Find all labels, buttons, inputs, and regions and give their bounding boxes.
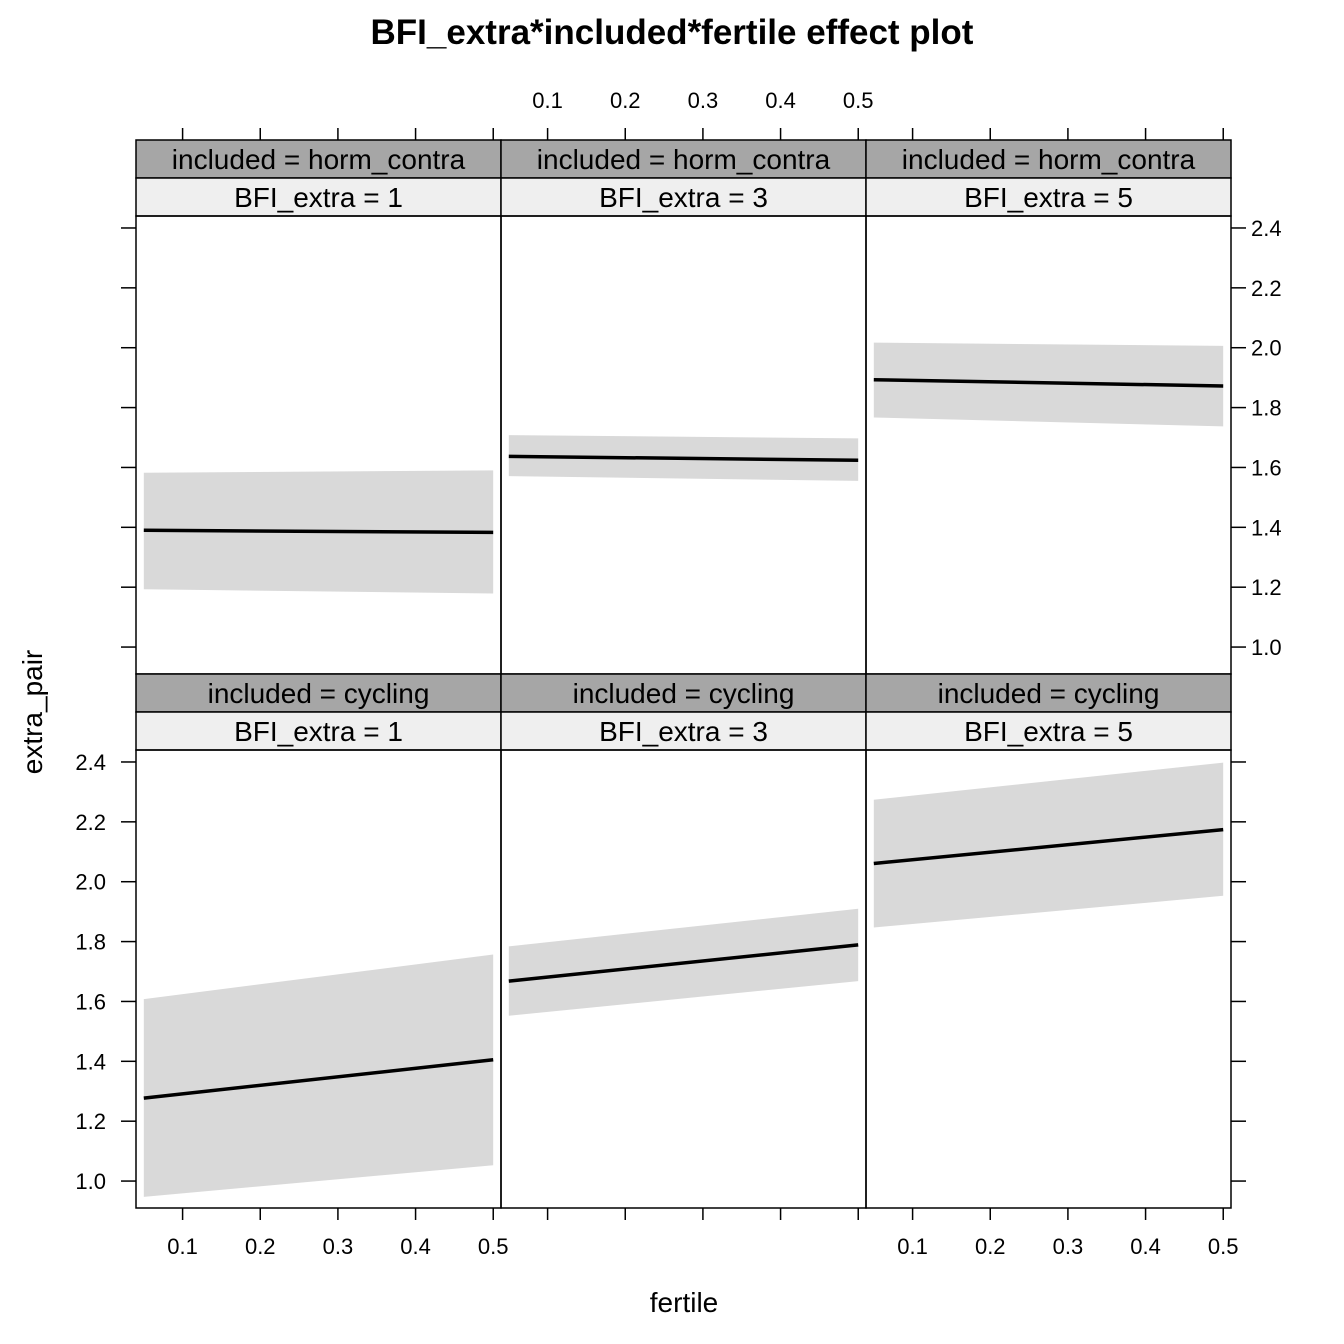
strip-outer-label: included = cycling [208, 678, 430, 709]
y-tick-label: 2.2 [75, 810, 106, 835]
panel-5: included = cycling BFI_extra = 3 [500, 673, 867, 1209]
y-tick-label: 2.4 [1251, 216, 1282, 241]
fit-line [508, 454, 859, 463]
strip-inner-label: BFI_extra = 5 [964, 182, 1133, 213]
strip-inner-label: BFI_extra = 5 [964, 716, 1133, 747]
y-axis-right: 1.0 1.2 1.4 1.6 1.8 2.0 2.2 2.4 [121, 216, 1282, 660]
y-tick-label: 2.2 [1251, 276, 1282, 301]
y-tick-label: 2.4 [75, 750, 106, 775]
x-tick-label: 0.3 [1053, 1234, 1084, 1259]
panel-frame [135, 215, 502, 675]
y-tick-label: 1.8 [1251, 396, 1282, 421]
strip-outer [865, 673, 1232, 713]
x-tick-label: 0.2 [610, 88, 641, 113]
strip-inner-label: BFI_extra = 3 [599, 182, 768, 213]
panel-frame [865, 215, 1232, 675]
x-tick-label: 0.3 [688, 88, 719, 113]
y-tick-label: 1.8 [75, 930, 106, 955]
y-axis-left: 1.0 1.2 1.4 1.6 1.8 2.0 2.2 2.4 [75, 750, 1246, 1194]
strip-inner-label: BFI_extra = 1 [234, 182, 403, 213]
x-tick-label: 0.1 [532, 88, 563, 113]
strip-outer [500, 673, 867, 713]
y-tick-label: 2.0 [75, 870, 106, 895]
fit-line [508, 943, 859, 983]
fit-line [873, 827, 1224, 866]
x-tick-label: 0.4 [765, 88, 796, 113]
y-tick-label: 1.2 [1251, 575, 1282, 600]
strip-inner-label: BFI_extra = 1 [234, 716, 403, 747]
x-axis-top: 0.1 0.2 0.3 0.4 0.5 [532, 88, 874, 1220]
strip-outer-label: included = horm_contra [172, 144, 466, 175]
strip-inner [865, 177, 1232, 217]
x-tick-label: 0.2 [975, 1234, 1006, 1259]
confidence-band [143, 954, 494, 1197]
strip-outer-label: included = cycling [573, 678, 795, 709]
fit-line [143, 528, 494, 535]
strip-inner-label: BFI_extra = 3 [599, 716, 768, 747]
y-tick-label: 1.0 [75, 1169, 106, 1194]
x-tick-label: 0.1 [897, 1234, 928, 1259]
y-tick-label: 1.4 [1251, 515, 1282, 540]
panel-4: included = cycling BFI_extra = 1 [135, 673, 502, 1209]
x-tick-label: 0.4 [400, 1234, 431, 1259]
strip-outer-label: included = horm_contra [537, 144, 831, 175]
x-tick-label: 0.5 [843, 88, 874, 113]
strip-outer [865, 139, 1232, 179]
panel-1: included = horm_contra BFI_extra = 1 [135, 139, 502, 675]
y-tick-label: 2.0 [1251, 336, 1282, 361]
x-tick-label: 0.3 [323, 1234, 354, 1259]
x-axis-title: fertile [650, 1287, 718, 1318]
panel-3: included = horm_contra BFI_extra = 5 [865, 139, 1232, 675]
x-tick-label: 0.5 [1208, 1234, 1239, 1259]
panel-2: included = horm_contra BFI_extra = 3 [500, 139, 867, 675]
y-tick-label: 1.2 [75, 1109, 106, 1134]
strip-inner [135, 711, 502, 751]
strip-outer-label: included = horm_contra [902, 144, 1196, 175]
x-tick-label: 0.1 [167, 1234, 198, 1259]
x-tick-label: 0.4 [1130, 1234, 1161, 1259]
y-tick-label: 1.0 [1251, 635, 1282, 660]
chart-title: BFI_extra*included*fertile effect plot [371, 13, 974, 52]
y-tick-label: 1.6 [75, 989, 106, 1014]
panel-frame [865, 749, 1232, 1209]
x-axis-bottom: 0.1 0.2 0.3 0.4 0.5 [167, 128, 509, 1259]
x-axis-bottom: 0.1 0.2 0.3 0.4 0.5 [897, 128, 1239, 1259]
y-axis-title: extra_pair [17, 650, 48, 775]
y-tick-label: 1.6 [1251, 455, 1282, 480]
x-tick-label: 0.5 [478, 1234, 509, 1259]
fit-line [143, 1058, 494, 1100]
fit-line [873, 377, 1224, 388]
panel-6: included = cycling BFI_extra = 5 [865, 673, 1232, 1209]
strip-inner [865, 711, 1232, 751]
strip-outer-label: included = cycling [938, 678, 1160, 709]
x-tick-label: 0.2 [245, 1234, 276, 1259]
y-tick-label: 1.4 [75, 1049, 106, 1074]
